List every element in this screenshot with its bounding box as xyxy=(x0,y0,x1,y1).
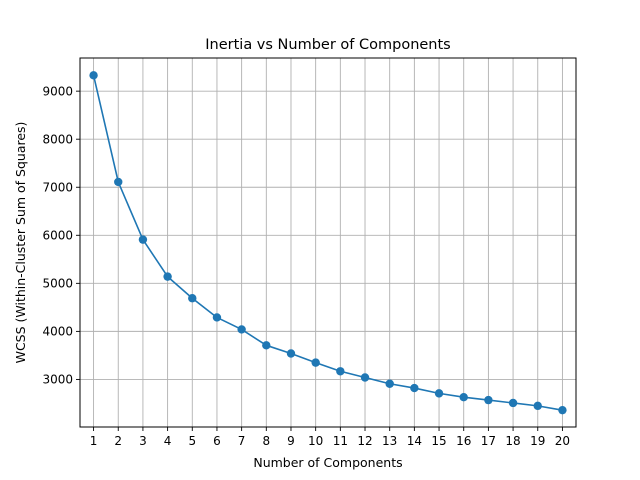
data-point xyxy=(558,405,567,415)
chart-title: Inertia vs Number of Components xyxy=(205,37,450,53)
x-tick-label: 4 xyxy=(164,434,172,448)
x-tick-label: 9 xyxy=(287,434,295,448)
data-point xyxy=(385,379,394,388)
data-point xyxy=(212,313,222,322)
data-point xyxy=(114,177,123,187)
x-tick-label: 17 xyxy=(481,434,496,448)
x-tick-label: 19 xyxy=(530,434,545,448)
data-point xyxy=(262,341,271,350)
y-tick-label: 3000 xyxy=(42,373,73,387)
series-layer xyxy=(89,71,567,415)
x-tick-label: 14 xyxy=(407,434,422,448)
y-tick-label: 6000 xyxy=(42,229,73,243)
data-point xyxy=(237,325,246,334)
data-point xyxy=(138,235,148,244)
x-tick-label: 20 xyxy=(555,434,570,448)
plot-frame xyxy=(79,57,577,428)
x-tick-label: 12 xyxy=(357,434,372,448)
grid-lines xyxy=(80,58,576,427)
x-tick-label: 7 xyxy=(238,434,246,448)
data-point xyxy=(434,389,444,398)
data-point xyxy=(533,401,542,411)
data-point xyxy=(286,349,296,358)
data-point xyxy=(360,373,370,382)
y-tick-label: 9000 xyxy=(42,84,73,98)
x-axis-label: Number of Components xyxy=(253,455,402,470)
x-tick-label: 8 xyxy=(262,434,270,448)
x-tick-label: 16 xyxy=(456,434,471,448)
y-tick-label: 8000 xyxy=(42,132,73,146)
data-point xyxy=(336,367,345,376)
x-tick-label: 13 xyxy=(382,434,397,448)
data-point xyxy=(89,71,98,80)
x-tick-label: 5 xyxy=(188,434,196,448)
y-tick-label: 7000 xyxy=(42,181,73,195)
y-tick-label: 4000 xyxy=(42,325,73,339)
x-tick-label: 10 xyxy=(308,434,323,448)
axis-ticks: 1 2 3 4 5 6 7 8 9 10 11 12 13 14 15 16 17 18 19 20300040005… xyxy=(42,84,570,448)
x-tick-label: 15 xyxy=(431,434,446,448)
data-point xyxy=(508,398,518,408)
y-tick-label: 5000 xyxy=(42,277,73,291)
y-axis-label: WCSS (Within-Cluster Sum of Squares) xyxy=(13,122,28,364)
data-point xyxy=(311,358,320,367)
data-point xyxy=(459,393,468,402)
data-point xyxy=(484,395,493,405)
x-tick-label: 3 xyxy=(139,434,147,448)
data-point xyxy=(163,272,172,281)
data-point xyxy=(188,294,197,303)
x-tick-label: 2 xyxy=(114,434,122,448)
data-point xyxy=(410,383,419,393)
x-tick-label: 18 xyxy=(505,434,520,448)
x-tick-label: 11 xyxy=(333,434,348,448)
x-tick-label: 6 xyxy=(213,434,221,448)
x-tick-label: 1 xyxy=(90,434,98,448)
